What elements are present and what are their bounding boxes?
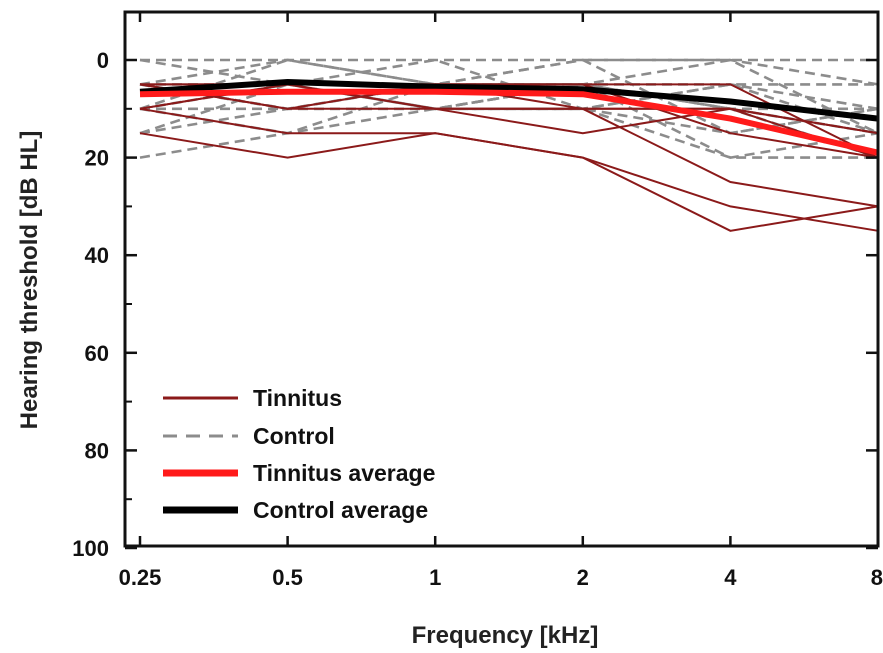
legend-label-2: Control [253,423,335,449]
control-line-7 [139,58,879,135]
x-tick-label: 8 [871,565,883,590]
x-tick-label: 2 [577,565,589,590]
plot-frame [123,10,880,548]
y-tick-label: 20 [85,146,109,171]
y-axis-ticks: 0 20 40 60 80 100 [72,48,878,561]
x-tick-label: 1 [429,565,441,590]
x-axis-ticks: 0.25 0.5 1 2 4 8 [119,12,883,590]
y-tick-label: 80 [85,438,109,463]
legend-label-1: Tinnitus [253,385,342,411]
tinnitus-line-2 [139,107,879,232]
y-tick-label: 40 [85,243,109,268]
tinnitus-line-1 [139,132,879,232]
y-axis-title: Hearing threshold [dB HL] [16,131,43,430]
y-tick-label: 60 [85,341,109,366]
x-tick-label: 0.25 [119,565,162,590]
legend-label-4: Control average [253,497,428,523]
x-tick-label: 0.5 [272,565,303,590]
plot-lines [139,58,879,232]
x-axis-title: Frequency [kHz] [412,622,599,649]
control-line-8 [139,58,879,135]
legend-label-3: Tinnitus average [253,460,435,486]
tinnitus-average-line [139,88,879,156]
legend: Tinnitus Control Tinnitus average Control a… [163,385,435,523]
control-average-line [139,79,879,122]
x-tick-label: 4 [724,565,737,590]
y-tick-label: 100 [72,536,109,561]
y-tick-label: 0 [97,48,109,73]
